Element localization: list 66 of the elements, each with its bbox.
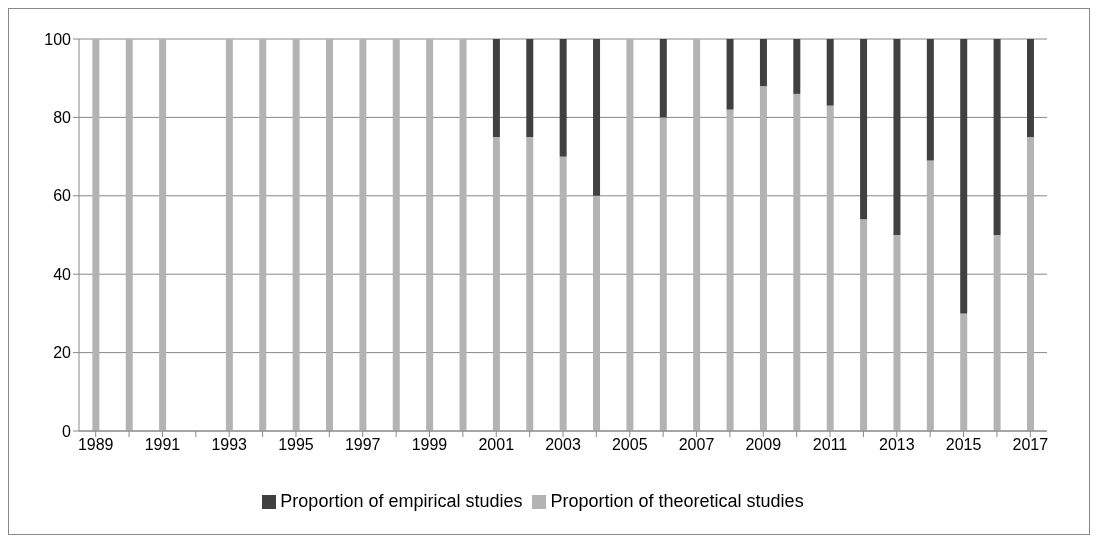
y-tick-label: 60 xyxy=(53,187,72,205)
bar xyxy=(125,39,133,431)
bar xyxy=(492,137,500,431)
bar xyxy=(893,39,901,235)
y-tick-label: 100 xyxy=(44,30,72,48)
bar xyxy=(159,39,167,431)
bar xyxy=(559,156,567,431)
bar xyxy=(960,313,968,431)
bar xyxy=(459,39,467,431)
x-tick-label: 2017 xyxy=(1012,436,1049,454)
bar xyxy=(860,39,868,220)
bar xyxy=(926,39,934,161)
x-tick-label: 1989 xyxy=(77,436,114,454)
x-tick-label: 2001 xyxy=(478,436,515,454)
bar xyxy=(392,39,400,431)
bar xyxy=(359,39,367,431)
y-tick-label: 20 xyxy=(53,344,72,362)
legend-label: Proportion of empirical studies xyxy=(280,491,523,511)
bar xyxy=(793,39,801,94)
x-tick-label: 2009 xyxy=(745,436,782,454)
bar xyxy=(526,137,534,431)
bar xyxy=(726,109,734,431)
bar xyxy=(292,39,300,431)
bar xyxy=(960,39,968,314)
y-tick-label: 80 xyxy=(53,109,72,127)
x-tick-label: 2007 xyxy=(678,436,715,454)
bar xyxy=(826,105,834,431)
bar xyxy=(793,93,801,431)
bar xyxy=(92,39,100,431)
x-tick-label: 2013 xyxy=(879,436,915,454)
bar xyxy=(526,39,534,137)
bar xyxy=(826,39,834,106)
x-tick-label: 1993 xyxy=(211,436,248,454)
bar xyxy=(1026,137,1034,431)
y-tick-label: 0 xyxy=(62,422,72,440)
bar xyxy=(492,39,500,137)
bar xyxy=(926,160,934,431)
bar xyxy=(326,39,334,431)
x-tick-label: 2015 xyxy=(945,436,982,454)
bar xyxy=(693,39,701,431)
x-tick-label: 1999 xyxy=(411,436,448,454)
y-tick-label: 40 xyxy=(53,265,72,283)
bar xyxy=(726,39,734,110)
bar xyxy=(225,39,233,431)
x-tick-label: 2005 xyxy=(611,436,648,454)
x-tick-label: 1995 xyxy=(278,436,314,454)
bar xyxy=(593,39,601,196)
bar xyxy=(259,39,267,431)
bar xyxy=(626,39,634,431)
bar xyxy=(659,39,667,118)
bar xyxy=(559,39,567,157)
bar xyxy=(893,235,901,431)
legend-label: Proportion of theoretical studies xyxy=(550,491,804,511)
bar xyxy=(993,235,1001,431)
bar xyxy=(759,39,767,87)
bar xyxy=(593,195,601,431)
bar xyxy=(426,39,434,431)
x-tick-label: 1997 xyxy=(344,436,381,454)
x-tick-label: 2011 xyxy=(812,436,848,454)
x-tick-label: 2003 xyxy=(545,436,581,454)
bar xyxy=(759,86,767,431)
x-tick-label: 1991 xyxy=(144,436,181,454)
bar xyxy=(1026,39,1034,137)
bar xyxy=(860,219,868,431)
bar xyxy=(659,117,667,431)
bar xyxy=(993,39,1001,235)
